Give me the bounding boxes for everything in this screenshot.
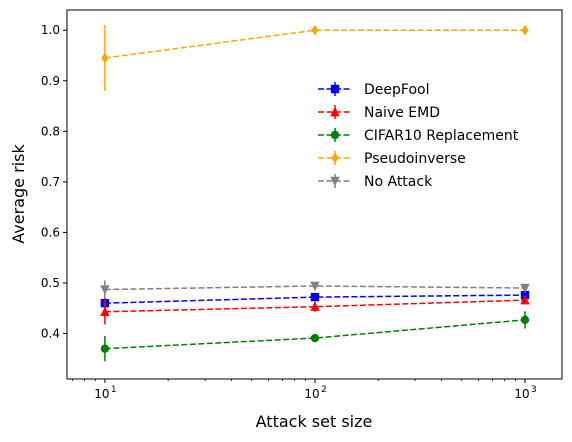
x-tick-label: 10 [304, 387, 319, 401]
x-tick-label: 10 [94, 387, 109, 401]
legend: DeepFool Naive EMD CIFAR10 Replacement Pseu… [318, 82, 519, 190]
legend-item: No Attack [318, 174, 433, 190]
legend-label: Naive EMD [364, 105, 440, 121]
legend-marker [330, 130, 340, 140]
legend-label: CIFAR10 Replacement [364, 128, 519, 144]
legend-item: CIFAR10 Replacement [318, 128, 519, 144]
data-point [311, 25, 319, 36]
y-tick-label: 1.0 [41, 23, 60, 37]
x-axis-title: Attack set size [256, 412, 373, 431]
series [101, 25, 529, 91]
data-point [310, 281, 320, 292]
series-line [104, 285, 526, 291]
y-axis-title: Average risk [9, 144, 28, 244]
data-point [310, 301, 320, 311]
y-tick-label: 0.4 [41, 327, 60, 341]
legend-label: No Attack [364, 174, 433, 190]
x-tick-exponent: 3 [531, 385, 537, 395]
x-axis: 10 1 10 2 10 3 [71, 379, 537, 401]
x-tick-exponent: 1 [111, 385, 117, 395]
legend-marker [331, 152, 339, 164]
legend-label: Pseudoinverse [364, 151, 466, 167]
data-point [100, 344, 110, 353]
series-line [104, 319, 526, 350]
series-layer [100, 25, 530, 362]
y-axis: 0.4 0.5 0.6 0.7 0.8 0.9 1.0 [41, 23, 67, 341]
data-point [310, 292, 320, 302]
y-tick-label: 0.5 [41, 276, 60, 290]
legend-marker [330, 106, 340, 117]
y-tick-label: 0.6 [41, 225, 60, 239]
series [100, 280, 530, 299]
series [100, 294, 530, 325]
data-point [521, 25, 529, 36]
series-line [104, 299, 526, 313]
data-point [520, 294, 530, 305]
legend-item: Pseudoinverse [318, 151, 466, 167]
legend-item: Naive EMD [318, 105, 440, 121]
data-point [520, 283, 530, 294]
y-tick-label: 0.7 [41, 175, 60, 189]
series-line [104, 294, 526, 304]
data-point [520, 315, 530, 325]
legend-marker [330, 176, 340, 187]
x-tick-exponent: 2 [321, 385, 327, 395]
data-point [100, 306, 110, 316]
series [100, 311, 530, 362]
legend-marker [330, 84, 340, 94]
data-point [310, 333, 320, 343]
y-tick-label: 0.9 [41, 74, 60, 88]
x-tick-label: 10 [514, 387, 529, 401]
legend-label: DeepFool [364, 82, 429, 98]
y-tick-label: 0.8 [41, 124, 60, 138]
data-point [101, 52, 109, 64]
legend-item: DeepFool [318, 82, 429, 98]
series-line [104, 29, 526, 59]
data-point [100, 285, 110, 295]
